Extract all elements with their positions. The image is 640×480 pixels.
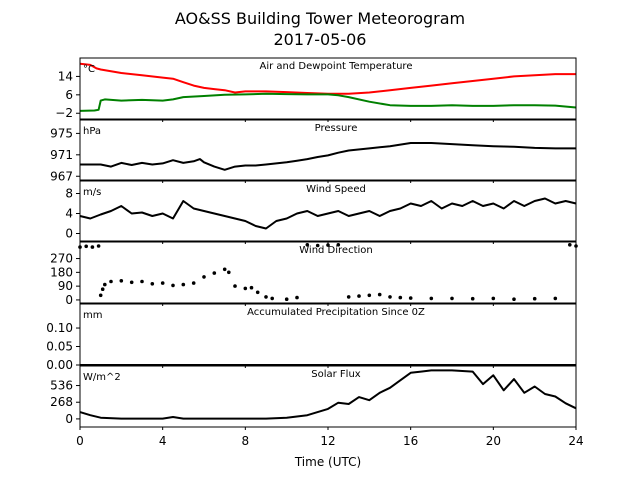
figure-title: AO&SS Building Tower Meteorogram <box>175 9 465 28</box>
panel-unit-temp: °C <box>83 64 95 75</box>
y-tick-label-wind_speed-0: 8 <box>65 187 73 201</box>
series-line-wind_speed-0 <box>79 197 577 230</box>
y-tick-label-pressure-1: 971 <box>50 148 73 162</box>
data-point-wind_direction-13 <box>171 283 175 288</box>
panel-title-wind_speed: Wind Speed <box>306 184 366 195</box>
data-point-wind_direction-19 <box>227 270 231 275</box>
data-point-wind_direction-27 <box>295 295 299 300</box>
data-point-wind_direction-20 <box>233 284 237 288</box>
x-tick-label-4: 16 <box>403 434 418 448</box>
data-point-wind_direction-46 <box>568 243 572 247</box>
data-point-wind_direction-39 <box>429 296 434 301</box>
y-tick-label-wind_direction-0: 270 <box>50 252 73 266</box>
data-point-wind_direction-25 <box>270 296 275 301</box>
y-tick-label-solar-0: 536 <box>50 379 73 393</box>
panel-unit-pressure: hPa <box>83 126 101 137</box>
data-point-wind_direction-29 <box>315 243 320 248</box>
data-point-wind_direction-8 <box>119 279 124 283</box>
data-point-wind_direction-31 <box>336 243 341 247</box>
panel-temp: 14 6 −2 Air and Dewpoint Temperature °C <box>55 57 577 122</box>
y-tick-label-precip-0: 0.10 <box>46 321 73 335</box>
panel-title-precip: Accumulated Precipitation Since 0Z <box>247 307 425 318</box>
data-point-wind_direction-30 <box>326 243 330 247</box>
x-tick-label-1: 4 <box>159 434 167 448</box>
figure-subtitle: 2017-05-06 <box>274 30 367 49</box>
data-point-wind_direction-43 <box>512 297 516 302</box>
data-point-wind_direction-3 <box>96 244 101 248</box>
y-tick-label-wind_direction-1: 180 <box>50 265 73 279</box>
data-point-wind_direction-11 <box>150 282 155 286</box>
y-tick-label-wind_speed-2: 0 <box>65 227 73 241</box>
panel-precip: 0.10 0.05 0.00 Accumulated Precipitation Si… <box>46 303 577 372</box>
data-point-wind_direction-15 <box>191 281 196 285</box>
data-point-wind_direction-26 <box>284 297 289 302</box>
panel-unit-wind_speed: m/s <box>83 187 101 198</box>
panel-title-wind_direction: Wind Direction <box>299 245 373 256</box>
series-line-temp-1 <box>79 92 577 112</box>
data-point-wind_direction-9 <box>129 280 134 285</box>
x-tick-label-2: 8 <box>242 434 250 448</box>
data-point-wind_direction-32 <box>346 295 351 299</box>
y-tick-label-solar-2: 0 <box>65 412 73 426</box>
panel-title-solar: Solar Flux <box>311 369 361 380</box>
series-line-solar-0 <box>79 369 577 420</box>
data-point-wind_direction-21 <box>243 286 248 291</box>
y-tick-label-wind_direction-2: 90 <box>58 279 73 293</box>
data-point-wind_direction-10 <box>140 279 144 284</box>
data-point-wind_direction-24 <box>264 295 268 299</box>
y-tick-label-precip-1: 0.05 <box>46 340 73 354</box>
y-tick-label-wind_speed-1: 4 <box>65 207 73 221</box>
data-point-wind_direction-1 <box>84 244 88 249</box>
y-tick-label-temp-1: 6 <box>65 88 73 102</box>
data-point-wind_direction-16 <box>202 275 206 279</box>
panel-title-temp: Air and Dewpoint Temperature <box>260 61 413 72</box>
data-point-wind_direction-45 <box>553 296 558 301</box>
data-point-wind_direction-23 <box>255 290 260 295</box>
y-tick-label-pressure-0: 975 <box>50 126 73 140</box>
y-tick-label-pressure-2: 967 <box>50 169 73 183</box>
data-point-wind_direction-2 <box>90 245 95 249</box>
data-point-wind_direction-4 <box>98 293 103 298</box>
x-tick-label-3: 12 <box>320 434 335 448</box>
panel-wind_speed: 8 4 0 Wind Speed m/s <box>65 180 577 244</box>
data-point-wind_direction-14 <box>181 282 186 287</box>
data-point-wind_direction-34 <box>367 293 372 298</box>
series-line-temp-0 <box>79 62 576 95</box>
data-point-wind_direction-42 <box>491 296 496 301</box>
data-point-wind_direction-40 <box>450 296 454 301</box>
data-point-wind_direction-44 <box>532 296 537 301</box>
data-point-wind_direction-17 <box>212 271 217 275</box>
data-point-wind_direction-37 <box>398 295 403 300</box>
data-point-wind_direction-28 <box>305 243 310 247</box>
panel-title-pressure: Pressure <box>315 123 358 134</box>
x-tick-label-5: 20 <box>486 434 501 448</box>
data-point-wind_direction-38 <box>408 296 413 300</box>
y-tick-label-solar-1: 268 <box>50 395 73 409</box>
data-point-wind_direction-41 <box>470 296 475 301</box>
y-tick-label-precip-2: 0.00 <box>46 358 73 372</box>
data-point-wind_direction-7 <box>109 279 113 284</box>
x-axis-label: Time (UTC) <box>294 455 361 469</box>
data-point-wind_direction-33 <box>357 294 361 298</box>
y-tick-label-temp-0: 14 <box>58 69 73 83</box>
panel-unit-precip: mm <box>83 310 102 321</box>
panel-unit-solar: W/m^2 <box>83 372 121 383</box>
x-tick-label-0: 0 <box>76 434 84 448</box>
y-tick-label-wind_direction-3: 0 <box>65 293 73 307</box>
data-point-wind_direction-6 <box>103 282 107 287</box>
y-tick-label-temp-2: −2 <box>55 106 73 120</box>
panel-solar: 536 268 0 Solar Flux W/m^2 <box>50 365 577 430</box>
data-point-wind_direction-5 <box>100 287 105 292</box>
data-point-wind_direction-22 <box>249 285 254 290</box>
series-line-pressure-0 <box>80 142 576 171</box>
data-point-wind_direction-36 <box>388 295 392 299</box>
x-tick-label-6: 24 <box>568 434 583 448</box>
data-point-wind_direction-35 <box>377 292 382 297</box>
data-point-wind_direction-18 <box>222 267 227 272</box>
panel-pressure: 975 971 967 Pressure hPa <box>50 119 577 183</box>
data-point-wind_direction-12 <box>160 281 165 285</box>
